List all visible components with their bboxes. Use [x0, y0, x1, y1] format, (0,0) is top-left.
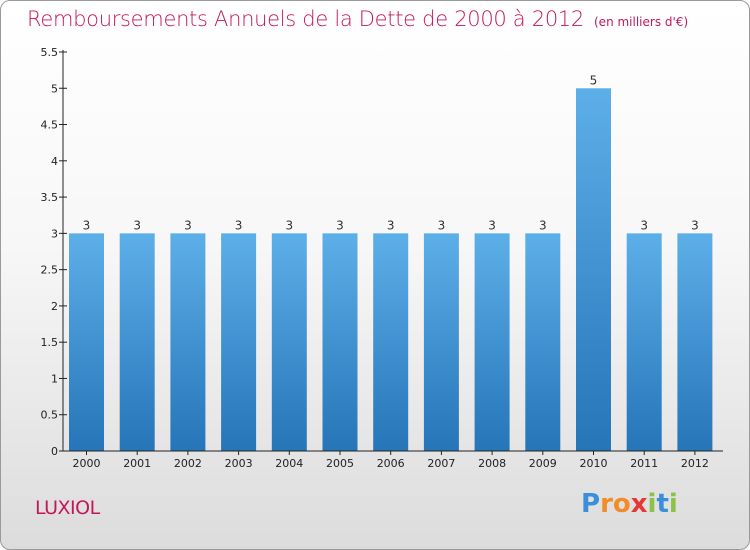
logo-letter: i [668, 489, 678, 519]
x-tick-label-2006: 2006 [377, 457, 405, 470]
chart-title-text: Remboursements Annuels de la Dette de 20… [27, 7, 584, 31]
chart-title: Remboursements Annuels de la Dette de 20… [27, 7, 688, 31]
y-tick-label-3.5: 3.5 [41, 191, 59, 204]
bar-2008 [474, 233, 510, 451]
x-tick-label-2012: 2012 [681, 457, 709, 470]
commune-name: LUXIOL [35, 497, 100, 519]
logo-letter: x [630, 489, 648, 519]
data-label-2006: 3 [387, 218, 395, 232]
data-label-2011: 3 [640, 218, 648, 232]
y-tick-label-1.5: 1.5 [41, 336, 59, 349]
logo-letter: i [647, 489, 657, 519]
data-label-2009: 3 [539, 218, 547, 232]
bar-2000 [69, 233, 104, 451]
x-tick-label-2000: 2000 [73, 457, 101, 470]
x-tick-label-2004: 2004 [275, 457, 303, 470]
bar-2010 [576, 88, 611, 451]
bar-2004 [271, 233, 307, 451]
y-tick-label-2: 2 [51, 300, 58, 313]
x-tick-label-2009: 2009 [529, 457, 557, 470]
data-label-2007: 3 [438, 218, 446, 232]
bar-2009 [525, 233, 561, 451]
y-tick-label-0.5: 0.5 [41, 409, 59, 422]
data-label-2001: 3 [133, 218, 141, 232]
bar-2005 [322, 233, 358, 451]
x-tick-label-2002: 2002 [174, 457, 202, 470]
y-tick-label-2.5: 2.5 [41, 264, 59, 277]
bar-2001 [119, 233, 155, 451]
data-label-2005: 3 [336, 218, 344, 232]
logo-letter: t [656, 489, 669, 519]
x-tick-label-2010: 2010 [580, 457, 608, 470]
data-label-2004: 3 [285, 218, 293, 232]
x-tick-label-2011: 2011 [630, 457, 658, 470]
data-label-2008: 3 [488, 218, 496, 232]
x-tick-label-2005: 2005 [326, 457, 354, 470]
x-tick-label-2008: 2008 [478, 457, 506, 470]
bar-2002 [170, 233, 206, 451]
logo-letter: P [581, 489, 601, 519]
bar-2007 [423, 233, 459, 451]
proxiti-logo: Proxiti [581, 489, 678, 519]
y-tick-label-5.5: 5.5 [41, 46, 59, 59]
y-tick-label-4.5: 4.5 [41, 119, 59, 132]
bar-2003 [221, 233, 257, 451]
data-label-2000: 3 [83, 218, 91, 232]
y-tick-label-1: 1 [51, 372, 58, 385]
x-tick-label-2003: 2003 [225, 457, 253, 470]
bar-2006 [373, 233, 409, 451]
x-tick-label-2001: 2001 [123, 457, 151, 470]
data-label-2010: 5 [590, 73, 598, 87]
data-label-2002: 3 [184, 218, 192, 232]
chart-unit: (en milliers d'€) [594, 15, 689, 29]
y-tick-label-3: 3 [51, 227, 58, 240]
data-label-2003: 3 [235, 218, 243, 232]
x-tick-label-2007: 2007 [427, 457, 455, 470]
logo-letter: r [600, 489, 613, 519]
y-tick-label-5: 5 [51, 82, 58, 95]
y-tick-label-0: 0 [51, 445, 58, 458]
y-tick-label-4: 4 [51, 155, 58, 168]
bar-2012 [677, 233, 713, 451]
data-label-2012: 3 [691, 218, 699, 232]
logo-letter: o [612, 489, 631, 519]
bar-2011 [626, 233, 662, 451]
